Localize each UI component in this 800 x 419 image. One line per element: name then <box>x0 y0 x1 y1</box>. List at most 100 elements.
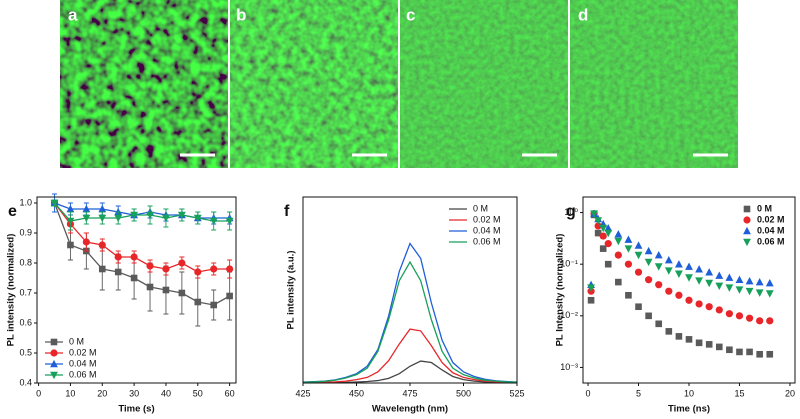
y-tick-label: 10⁻² <box>560 310 578 320</box>
marker <box>715 271 724 279</box>
marker <box>226 265 234 273</box>
marker <box>705 303 713 311</box>
marker <box>685 336 693 343</box>
x-tick-label: 20 <box>97 388 107 398</box>
legend-marker <box>743 226 751 235</box>
legend-label: 0.04 M <box>757 225 785 235</box>
marker <box>130 274 138 282</box>
micrograph-b: b <box>230 0 398 168</box>
marker <box>146 211 154 220</box>
marker <box>705 341 713 348</box>
marker <box>162 265 170 273</box>
marker <box>725 284 734 292</box>
legend-label: 0 M <box>69 336 84 346</box>
marker <box>604 223 613 232</box>
marker <box>735 312 744 320</box>
x-axis-label: Time (ns) <box>668 404 710 415</box>
marker <box>705 268 714 276</box>
marker <box>625 291 632 299</box>
legend-label: 0.02 M <box>757 214 785 224</box>
marker <box>664 255 673 264</box>
marker <box>705 279 714 288</box>
marker <box>193 214 202 223</box>
x-axis-label: Wavelength (nm) <box>372 404 448 415</box>
marker <box>162 214 170 223</box>
marker <box>675 270 683 278</box>
marker <box>146 262 154 270</box>
panel-label: e <box>8 203 17 220</box>
x-tick-label: 500 <box>456 388 471 398</box>
series-line <box>302 328 518 384</box>
y-tick-label: 0.9 <box>19 227 32 237</box>
marker <box>664 267 673 275</box>
series-line <box>302 260 518 383</box>
legend-marker <box>50 359 58 368</box>
marker <box>635 303 642 311</box>
panel-label: a <box>68 5 78 24</box>
marker <box>226 292 233 300</box>
marker <box>685 296 693 304</box>
y-axis-label: PL intensity (a.u.) <box>286 250 297 329</box>
marker <box>67 241 74 249</box>
marker <box>82 214 91 223</box>
marker <box>746 348 753 356</box>
marker <box>210 301 218 309</box>
legend-label: 0.06 M <box>473 236 501 246</box>
marker <box>675 333 683 340</box>
marker <box>594 222 602 230</box>
marker <box>98 265 106 273</box>
y-tick-label: 10⁻³ <box>560 362 578 372</box>
marker <box>645 312 652 320</box>
panel-label: b <box>236 5 246 24</box>
x-axis-label: Time (s) <box>118 404 154 415</box>
marker <box>685 262 693 270</box>
legend-marker <box>743 238 751 247</box>
series-line <box>54 202 230 219</box>
marker <box>765 279 774 287</box>
panel-label: f <box>284 203 290 220</box>
marker <box>594 217 603 225</box>
y-tick-label: 0.4 <box>19 377 32 387</box>
plot-frame <box>582 196 796 384</box>
marker <box>225 217 234 226</box>
marker <box>599 232 607 240</box>
micrograph-c: c <box>400 0 568 168</box>
marker <box>655 281 663 289</box>
marker <box>695 277 703 285</box>
marker <box>634 241 643 249</box>
marker <box>715 343 723 351</box>
legend-label: 0.06 M <box>69 369 97 379</box>
marker <box>695 265 703 273</box>
marker <box>675 291 683 299</box>
panel-label: c <box>406 5 415 24</box>
marker <box>194 298 202 306</box>
x-tick-label: 5 <box>636 388 641 398</box>
x-tick-label: 525 <box>509 388 524 398</box>
marker <box>715 282 724 290</box>
marker <box>745 287 754 296</box>
series-line <box>54 202 230 222</box>
marker <box>695 300 703 308</box>
marker <box>82 204 91 213</box>
series-line <box>302 242 518 383</box>
legend-label: 0.02 M <box>473 214 501 224</box>
marker <box>114 268 122 276</box>
marker <box>634 251 643 260</box>
marker <box>587 284 595 292</box>
marker <box>66 204 75 213</box>
marker <box>210 265 218 273</box>
marker <box>209 217 218 226</box>
marker <box>756 317 764 325</box>
marker <box>725 310 733 318</box>
micrograph-d: d <box>570 0 738 168</box>
marker <box>665 287 673 295</box>
legend-label: 0 M <box>473 203 488 213</box>
marker <box>194 268 202 276</box>
panel-label: d <box>578 5 588 24</box>
marker <box>766 350 774 358</box>
y-tick-label: 10⁰ <box>564 207 578 217</box>
marker <box>644 246 653 255</box>
marker <box>654 250 663 259</box>
marker <box>590 210 599 218</box>
marker <box>655 320 663 328</box>
